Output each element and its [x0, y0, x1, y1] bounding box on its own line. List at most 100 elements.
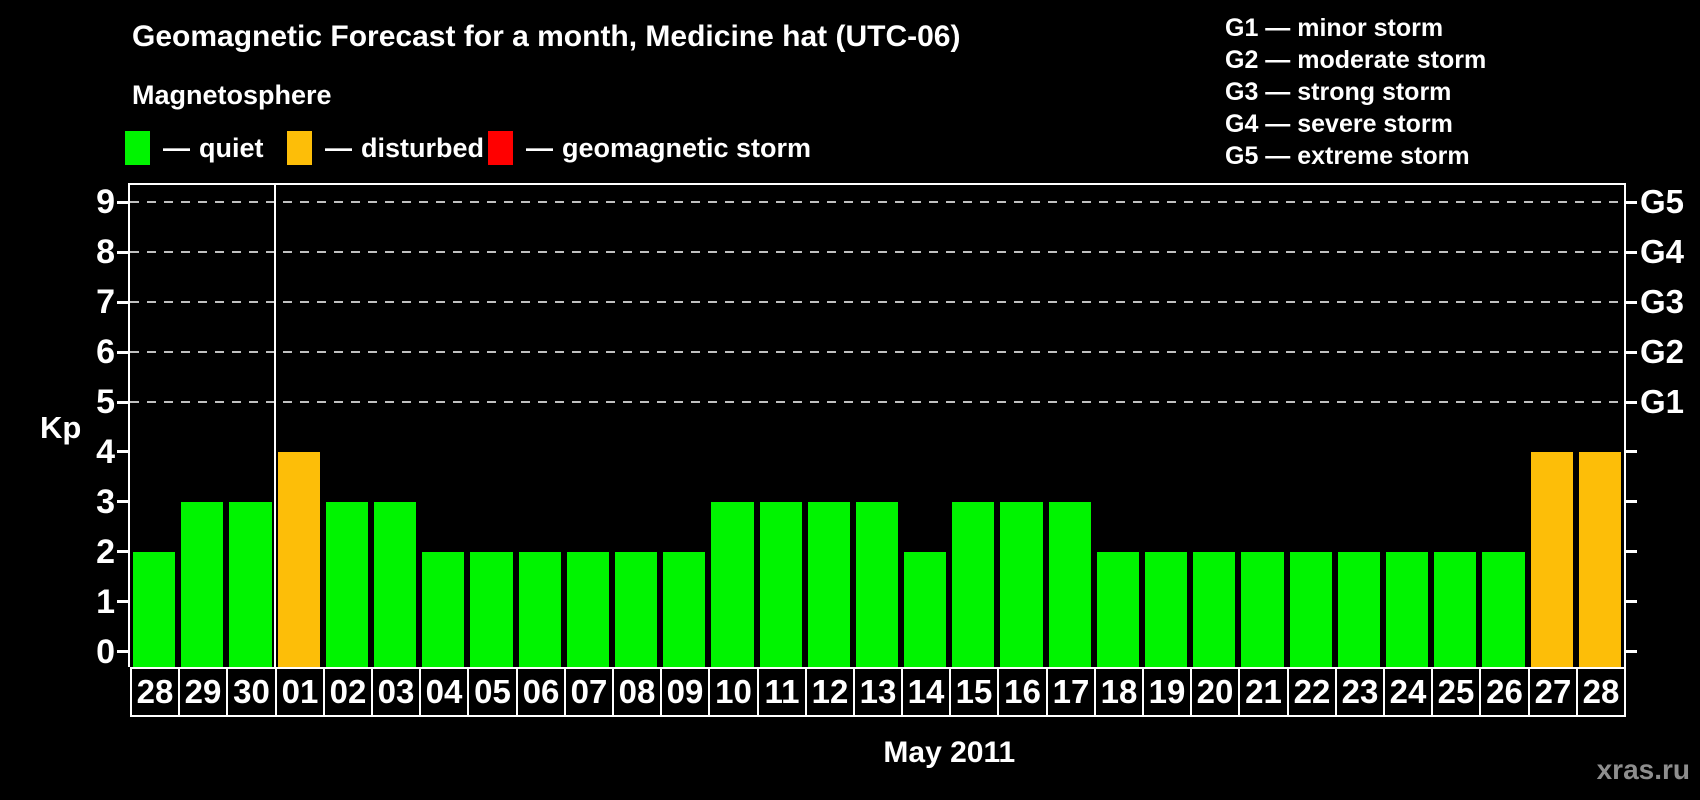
day-label-17-19: 17	[1046, 667, 1096, 717]
x-axis-day-labels: 28 29 30 01 02 03 04 05 06 07 08 09 10 11 12 13 14 15 16 17…	[130, 667, 1628, 717]
day-label-07-9: 07	[564, 667, 614, 717]
y-tick-label-3: 3	[96, 482, 115, 521]
y-tick-left-5	[117, 400, 128, 404]
kp-bar-day-29	[181, 501, 224, 667]
y-tick-left-4	[117, 450, 128, 454]
legend-dash: —	[325, 132, 352, 163]
kp-bar-day-01	[277, 451, 320, 667]
kp-bar-day-10	[711, 501, 754, 667]
chart-title: Geomagnetic Forecast for a month, Medici…	[132, 20, 961, 53]
y-tick-left-6	[117, 350, 128, 354]
day-label-28-0: 28	[130, 667, 180, 717]
legend-label-quiet: quiet	[199, 132, 264, 163]
day-label-22-24: 22	[1287, 667, 1337, 717]
day-label-19-21: 19	[1142, 667, 1192, 717]
y-tick-right-7	[1626, 300, 1637, 304]
day-label-02-4: 02	[323, 667, 373, 717]
kp-bar-day-28	[133, 551, 176, 667]
kp-bar-day-28	[1578, 451, 1621, 667]
kp-bar-day-24	[1386, 551, 1429, 667]
kp-bar-day-03	[373, 501, 417, 667]
day-label-14-16: 14	[901, 667, 951, 717]
y-tick-label-0: 0	[96, 632, 115, 671]
y-tick-right-1	[1626, 600, 1637, 604]
plot-frame-top	[128, 183, 1626, 185]
kp-bar-day-23	[1337, 551, 1381, 667]
gridline-kp5	[130, 401, 1624, 404]
g-scale-legend-g3: G3 — strong storm	[1225, 78, 1452, 106]
day-label-29-1: 29	[178, 667, 228, 717]
legend-dash: —	[163, 132, 190, 163]
day-label-30-2: 30	[226, 667, 277, 717]
y-tick-label-9: 9	[96, 183, 115, 222]
kp-bar-day-25	[1434, 551, 1477, 667]
watermark: xras.ru	[1596, 754, 1690, 785]
kp-bar-day-13	[855, 501, 899, 667]
kp-bar-day-16	[1000, 501, 1043, 667]
day-label-18-20: 18	[1094, 667, 1144, 717]
y-tick-right-3	[1626, 500, 1637, 504]
right-axis-label-g2: G2	[1640, 333, 1685, 371]
day-label-09-11: 09	[660, 667, 710, 717]
g-scale-legend-g5: G5 — extreme storm	[1225, 142, 1470, 170]
legend-dash: —	[526, 132, 553, 163]
day-label-12-14: 12	[805, 667, 855, 717]
gridline-kp7	[130, 301, 1624, 304]
day-label-23-25: 23	[1335, 667, 1385, 717]
quiet-color-swatch	[125, 131, 150, 165]
y-tick-label-2: 2	[96, 532, 115, 571]
kp-bar-day-22	[1289, 551, 1332, 667]
kp-bar-day-26	[1482, 551, 1525, 667]
kp-bar-day-20	[1193, 551, 1236, 667]
y-tick-label-1: 1	[96, 582, 115, 621]
y-tick-label-5: 5	[96, 383, 115, 422]
kp-bar-day-14	[904, 551, 947, 667]
day-label-24-26: 24	[1383, 667, 1433, 717]
y-tick-left-9	[117, 200, 128, 204]
kp-bar-day-11	[759, 501, 802, 667]
right-axis-label-g5: G5	[1640, 183, 1685, 221]
legend-label-storm: geomagnetic storm	[562, 132, 812, 163]
kp-bar-day-17	[1048, 501, 1091, 667]
kp-bar-day-04	[422, 551, 465, 667]
kp-bar-day-12	[807, 501, 850, 667]
disturbed-color-swatch	[287, 131, 312, 165]
g-scale-legend-g1: G1 — minor storm	[1225, 14, 1444, 42]
kp-bar-day-15	[952, 501, 995, 667]
y-tick-right-5	[1626, 400, 1637, 404]
kp-bar-day-06	[518, 551, 561, 667]
y-tick-left-7	[117, 300, 128, 304]
y-tick-left-3	[117, 500, 128, 504]
kp-bar-day-30	[229, 501, 272, 667]
gridline-kp9	[130, 201, 1624, 204]
y-tick-right-8	[1626, 250, 1637, 254]
magnetosphere-legend-heading: Magnetosphere	[132, 80, 332, 110]
day-label-10-12: 10	[708, 667, 759, 717]
y-tick-right-9	[1626, 200, 1637, 204]
gridline-kp8	[130, 251, 1624, 254]
y-tick-left-1	[117, 600, 128, 604]
y-tick-label-7: 7	[96, 283, 115, 322]
storm-color-swatch	[488, 131, 513, 165]
y-tick-label-4: 4	[96, 432, 115, 471]
right-axis-label-g1: G1	[1640, 383, 1685, 421]
kp-bar-day-07	[566, 551, 609, 667]
g-scale-legend-g4: G4 — severe storm	[1225, 110, 1453, 138]
day-label-25-27: 25	[1431, 667, 1481, 717]
y-tick-right-0	[1626, 650, 1637, 654]
day-label-15-17: 15	[949, 667, 999, 717]
kp-bar-day-27	[1530, 451, 1573, 667]
right-axis-label-g4: G4	[1640, 233, 1685, 271]
day-label-01-3: 01	[275, 667, 325, 717]
kp-bar-day-08	[614, 551, 658, 667]
day-label-27-29: 27	[1528, 667, 1578, 717]
legend-item-storm: — geomagnetic storm	[488, 130, 811, 166]
x-axis-month-label: May 2011	[883, 736, 1016, 769]
day-label-03-5: 03	[371, 667, 421, 717]
kp-bar-day-05	[470, 551, 513, 667]
day-label-28-30: 28	[1576, 667, 1626, 717]
y-axis-label: Kp	[40, 410, 82, 445]
month-separator-line	[273, 185, 276, 667]
y-tick-left-8	[117, 250, 128, 254]
kp-bar-day-02	[325, 501, 368, 667]
